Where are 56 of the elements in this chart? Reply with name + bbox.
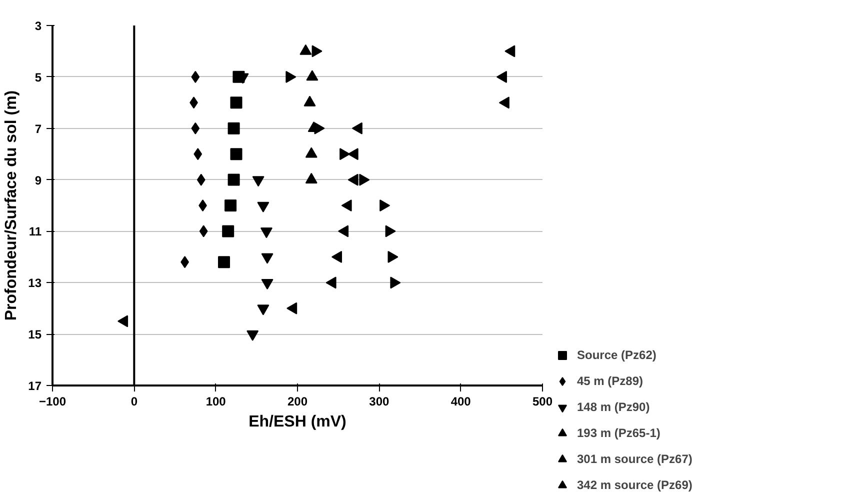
point — [300, 44, 312, 55]
point — [261, 278, 274, 290]
x-tick-label: 500 — [532, 394, 553, 408]
point — [230, 148, 242, 160]
point — [230, 96, 242, 109]
x-tick-label: 0 — [130, 394, 138, 408]
y-axis-title: Profondeur/Surface du sol (m) — [3, 90, 20, 321]
point — [246, 330, 259, 341]
point — [504, 45, 516, 58]
point — [331, 250, 342, 263]
point — [304, 96, 316, 106]
point — [257, 202, 270, 212]
point — [286, 302, 298, 314]
point — [352, 122, 362, 134]
legend-label: 148 m (Pz90) — [577, 400, 650, 414]
point — [228, 174, 240, 186]
legend-label: Source (Pz62) — [577, 348, 656, 362]
point — [218, 256, 230, 268]
point — [498, 96, 510, 109]
point — [306, 70, 318, 81]
x-tick-label: −100 — [38, 394, 66, 408]
point — [338, 225, 349, 238]
point — [496, 70, 507, 83]
x-axis-title: Eh/ESH (mV) — [248, 414, 346, 430]
legend-label: 193 m (Pz65-1) — [577, 426, 660, 440]
point — [261, 253, 274, 264]
point — [198, 200, 207, 212]
x-tick-label: 100 — [206, 394, 226, 408]
point — [326, 276, 336, 289]
y-tick-label: 13 — [28, 276, 42, 290]
point — [222, 225, 234, 238]
y-tick-label: 9 — [34, 173, 42, 188]
point — [224, 200, 237, 212]
legend-label: 301 m source (Pz67) — [577, 452, 692, 466]
point — [341, 200, 352, 212]
point — [257, 304, 270, 316]
point — [305, 147, 318, 158]
x-tick-label: 200 — [287, 394, 308, 408]
legend-label: 45 m (Pz89) — [577, 374, 644, 388]
y-tick-label: 7 — [34, 122, 42, 136]
y-tick-label: 15 — [28, 328, 42, 342]
x-tick-label: 400 — [450, 394, 472, 408]
point — [191, 122, 200, 134]
point — [348, 148, 358, 160]
y-tick-label: 5 — [34, 70, 42, 84]
point — [196, 174, 206, 186]
point — [228, 122, 240, 134]
point — [199, 225, 208, 238]
y-tick-label: 11 — [28, 224, 42, 239]
point — [191, 70, 200, 83]
point — [194, 148, 202, 160]
x-tick-label: 300 — [369, 394, 390, 408]
y-tick-label: 17 — [28, 379, 42, 393]
legend-label: 342 m source (Pz69) — [577, 478, 692, 492]
y-tick-label: 3 — [34, 19, 42, 33]
point — [348, 174, 358, 186]
